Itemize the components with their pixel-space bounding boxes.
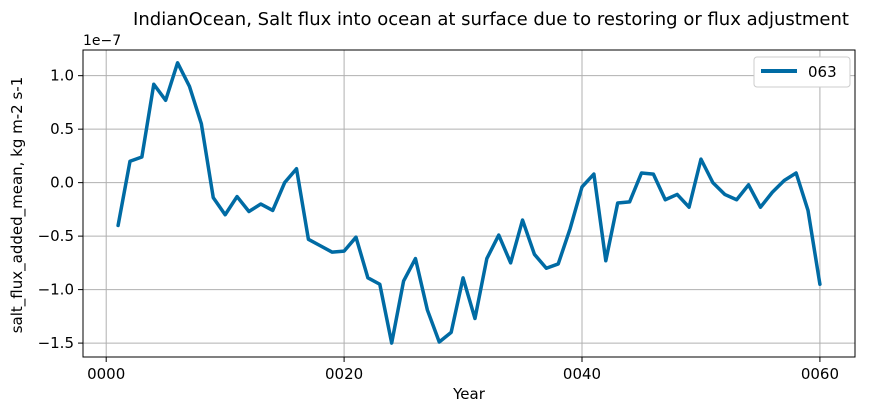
legend-label-063: 063 [808,63,837,81]
x-tick-label: 0060 [801,365,839,383]
series-line-063 [116,61,822,345]
y-tick-label: 0.0 [50,174,74,192]
y-tick-label: −0.5 [38,227,74,245]
plot-frame [82,49,856,358]
y-tick-label: −1.5 [38,334,74,352]
ticks: 0000 0020 0040 0060 −1.5 −1.0 −0.5 0.0 0.5 1.0 [38,67,839,383]
x-axis-label: Year [452,385,486,403]
chart-title: IndianOcean, Salt flux into ocean at sur… [133,9,849,30]
x-tick-label: 0000 [87,365,125,383]
legend: 063 [753,56,851,88]
y-axis-multiplier: 1e−7 [83,33,121,49]
y-axis-label: salt_flux_added_mean, kg m-2 s-1 [8,77,27,334]
series-layer [116,61,822,345]
y-tick-label: 0.5 [50,120,74,138]
x-tick-label: 0020 [325,365,363,383]
legend-box [753,56,851,88]
y-tick-label: −1.0 [38,281,74,299]
y-tick-label: 1.0 [50,67,74,85]
x-tick-label: 0040 [563,365,601,383]
grid [83,50,855,357]
